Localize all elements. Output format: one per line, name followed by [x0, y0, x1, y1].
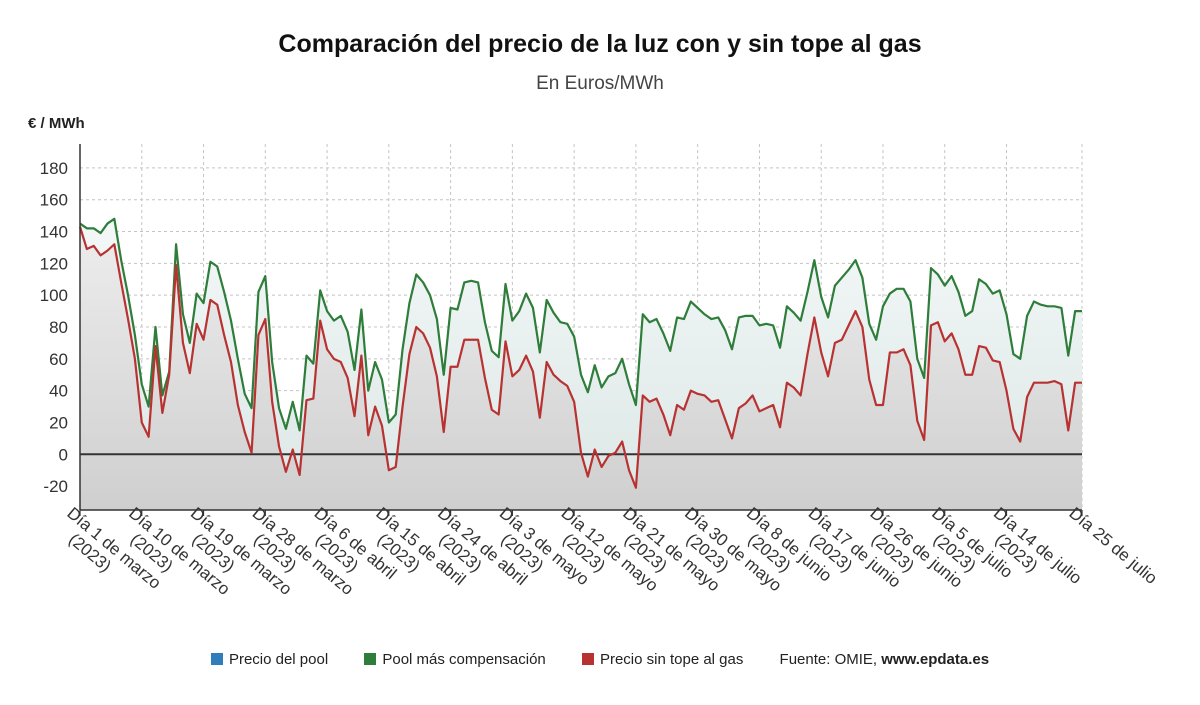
- y-tick-label: 20: [49, 413, 68, 432]
- chart-subtitle: En Euros/MWh: [536, 73, 664, 94]
- legend-label-compensation: Pool más compensación: [382, 650, 546, 668]
- series-line-pool-compensation[interactable]: [79, 217, 1082, 432]
- y-tick-label: 60: [49, 350, 68, 369]
- source-link[interactable]: www.epdata.es: [881, 650, 990, 668]
- legend-label-pool: Precio del pool: [228, 650, 329, 668]
- chart-title: Comparación del precio de la luz con y s…: [278, 30, 922, 58]
- y-tick-label: 180: [40, 159, 68, 178]
- legend-item-compensation[interactable]: Pool más compensación: [364, 650, 546, 668]
- source-prefix: Fuente: OMIE,: [779, 650, 882, 668]
- source-note: Fuente: OMIE, www.epdata.es: [780, 651, 990, 668]
- y-tick-label: 0: [59, 445, 68, 464]
- area-sin-tope: [80, 226, 1082, 510]
- legend-swatch-compensation: [364, 652, 377, 665]
- y-tick-label: 100: [40, 286, 68, 305]
- legend-item-pool[interactable]: Precio del pool: [210, 650, 329, 668]
- series-line-sin-tope[interactable]: [78, 226, 1082, 489]
- y-tick-label: 160: [40, 191, 68, 210]
- legend-swatch-pool: [210, 652, 223, 665]
- legend: Precio del pool Pool más compensación Pr…: [0, 650, 1200, 668]
- y-tick-label: 120: [40, 254, 68, 273]
- legend-label-no-cap: Precio sin tope al gas: [599, 650, 744, 668]
- legend-item-no-cap[interactable]: Precio sin tope al gas: [581, 650, 744, 668]
- y-tick-label: 140: [40, 223, 68, 242]
- y-tick-label: -20: [43, 477, 68, 496]
- y-tick-label: 40: [49, 382, 68, 401]
- legend-swatch-no-cap: [581, 652, 594, 665]
- y-tick-label: 80: [49, 318, 68, 337]
- y-axis-label: € / MWh: [28, 115, 85, 132]
